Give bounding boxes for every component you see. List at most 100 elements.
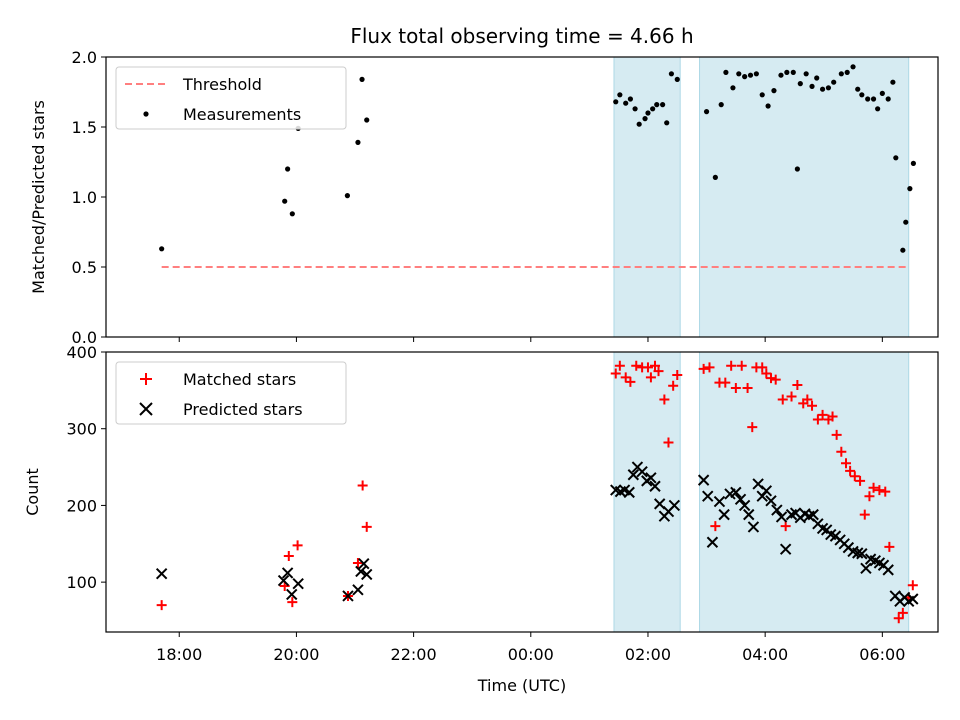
measurement-point xyxy=(650,106,656,112)
predicted-stars-point xyxy=(155,567,168,580)
legend-measurements-swatch xyxy=(143,111,149,117)
measurement-point xyxy=(759,92,765,98)
measurement-point xyxy=(159,246,165,252)
measurement-point xyxy=(723,69,729,75)
predicted-stars-point xyxy=(779,543,792,555)
matched-stars-point xyxy=(292,540,303,551)
y-tick-label: 1.0 xyxy=(72,188,97,207)
measurement-point xyxy=(838,71,844,77)
measurement-point xyxy=(814,75,820,81)
y-tick-label: 400 xyxy=(66,343,97,362)
predicted-stars-point xyxy=(760,485,773,497)
observing-window-1 xyxy=(613,56,681,338)
top-y-axis-label: Matched/Predicted stars xyxy=(29,100,48,294)
measurement-point xyxy=(875,106,881,112)
matched-stars-point xyxy=(352,557,363,568)
x-tick-label: 00:00 xyxy=(508,645,554,664)
measurement-point xyxy=(903,219,909,225)
measurement-point xyxy=(893,155,899,161)
measurement-point xyxy=(742,74,748,80)
measurement-point xyxy=(617,92,623,98)
matched-stars-point xyxy=(845,465,856,476)
measurement-point xyxy=(364,117,370,123)
measurement-point xyxy=(879,90,885,96)
measurement-point xyxy=(855,86,861,92)
matched-stars-point xyxy=(757,362,768,373)
measurement-point xyxy=(642,116,648,122)
matched-stars-point xyxy=(780,521,791,532)
measurement-point xyxy=(736,71,742,77)
measurement-point xyxy=(703,109,710,115)
measurement-point xyxy=(660,102,666,108)
legend-entry-label: Threshold xyxy=(182,75,262,94)
measurement-point xyxy=(794,166,800,172)
ratio-panel: 0.0 0.5 1.0 1.5 2.0 Threshold Measurements xyxy=(72,48,939,347)
predicted-stars-point xyxy=(738,499,751,512)
matched-stars-point xyxy=(726,360,737,371)
matched-stars-point xyxy=(631,360,642,371)
predicted-stars-point xyxy=(856,548,868,560)
legend-box xyxy=(115,66,347,130)
x-tick-label: 02:00 xyxy=(625,645,671,664)
measurement-point xyxy=(900,247,906,253)
matched-stars-point xyxy=(720,377,731,388)
matched-stars-point xyxy=(698,363,709,374)
predicted-stars-point xyxy=(807,508,819,521)
predicted-stars-point xyxy=(352,584,364,596)
measurement-point xyxy=(910,160,916,166)
measurement-point xyxy=(809,83,815,89)
measurement-point xyxy=(359,76,365,82)
measurement-point xyxy=(645,110,651,116)
measurement-point xyxy=(623,100,629,106)
measurement-point xyxy=(844,69,850,75)
matched-stars-point xyxy=(807,400,818,411)
matched-stars-point xyxy=(730,383,741,394)
predicted-stars-point xyxy=(292,577,304,590)
matched-stars-point xyxy=(831,429,842,440)
measurement-point xyxy=(859,92,865,98)
matched-stars-point xyxy=(742,383,753,394)
matched-stars-point xyxy=(704,362,715,373)
bottom-y-axis-label: Count xyxy=(23,468,42,516)
matched-stars-point xyxy=(864,491,875,502)
matched-stars-point xyxy=(897,607,908,618)
measurement-point xyxy=(803,71,809,77)
legend-entry-label: Measurements xyxy=(183,105,301,124)
measurement-point xyxy=(831,79,837,85)
matched-stars-point xyxy=(156,600,167,611)
measurement-point xyxy=(890,79,896,85)
y-tick-label: 100 xyxy=(66,573,97,592)
matched-stars-point xyxy=(614,360,625,371)
matched-stars-point xyxy=(893,613,904,624)
measurement-point xyxy=(885,96,891,102)
predicted-stars-point xyxy=(852,547,864,559)
ratio-legend: Threshold Measurements xyxy=(115,66,347,130)
measurement-point xyxy=(870,96,877,102)
matched-stars-point xyxy=(770,374,781,385)
measurement-point xyxy=(636,121,642,127)
measurement-point xyxy=(765,103,771,109)
y-tick-label: 0.0 xyxy=(72,328,97,347)
measurement-point xyxy=(344,193,350,199)
matched-stars-point xyxy=(868,482,879,493)
predicted-stars-point xyxy=(623,486,635,499)
predicted-stars-point xyxy=(718,508,730,521)
matched-stars-point xyxy=(841,458,852,469)
predicted-stars-point xyxy=(286,588,298,601)
predicted-stars-point xyxy=(743,508,755,521)
predicted-stars-point xyxy=(747,521,760,533)
measurement-point xyxy=(825,85,832,91)
matched-stars-point xyxy=(766,373,777,384)
matched-stars-point xyxy=(283,551,294,562)
matched-stars-point xyxy=(874,485,885,496)
measurement-point xyxy=(632,106,638,112)
predicted-stars-point xyxy=(771,504,783,516)
matched-stars-point xyxy=(663,437,674,448)
observing-window-2 xyxy=(699,56,910,338)
measurement-point xyxy=(753,71,759,77)
predicted-stars-point xyxy=(702,490,714,502)
matched-stars-point xyxy=(357,480,368,491)
predicted-stars-point xyxy=(281,567,294,579)
matched-stars-point xyxy=(884,541,895,552)
